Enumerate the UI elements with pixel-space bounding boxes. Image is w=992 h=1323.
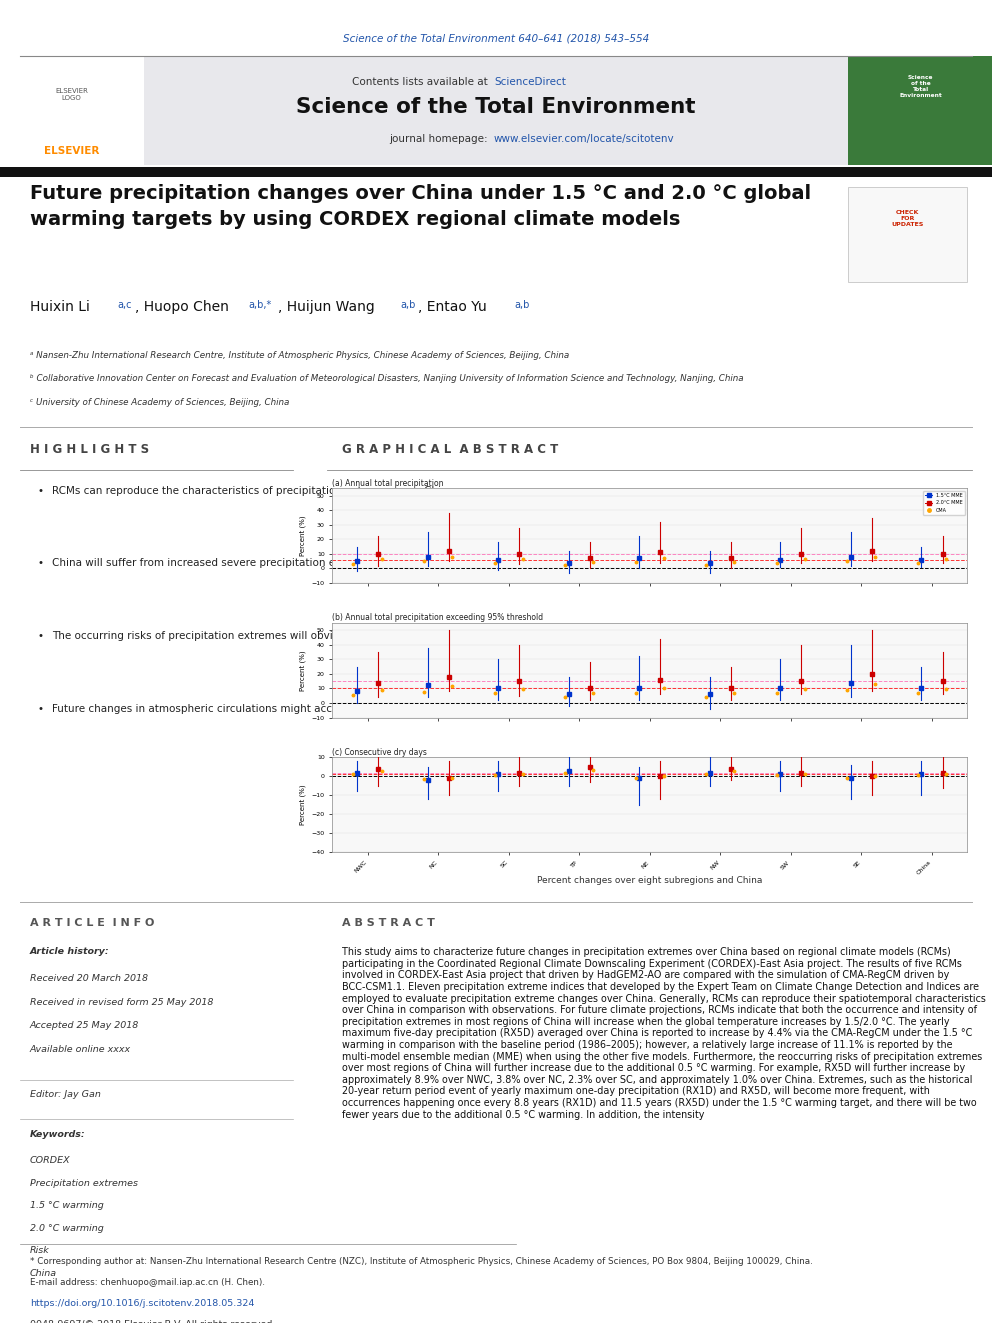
Text: Received in revised form 25 May 2018: Received in revised form 25 May 2018 [30,998,213,1007]
Bar [0,167,992,177]
Y-axis label: Percent (%): Percent (%) [300,516,307,556]
Text: Percent changes over eight subregions and China: Percent changes over eight subregions an… [537,876,763,885]
Text: , Huopo Chen: , Huopo Chen [135,300,233,315]
Bar [0,56,144,165]
Text: a,b,*: a,b,* [248,300,272,311]
Y-axis label: Percent (%): Percent (%) [300,785,306,826]
Text: CORDEX: CORDEX [30,1156,70,1166]
Text: Science of the Total Environment: Science of the Total Environment [297,97,695,116]
Text: •: • [38,704,44,714]
Text: Contents lists available at: Contents lists available at [352,77,491,87]
Bar [848,187,967,282]
Bar [144,56,848,165]
Text: https://doi.org/10.1016/j.scitotenv.2018.05.324: https://doi.org/10.1016/j.scitotenv.2018… [30,1299,254,1308]
Text: , Entao Yu: , Entao Yu [419,300,491,315]
Text: Keywords:: Keywords: [30,1130,85,1139]
Text: journal homepage:: journal homepage: [389,134,491,144]
Y-axis label: Percent (%): Percent (%) [300,650,307,691]
Text: ᵇ Collaborative Innovation Center on Forecast and Evaluation of Meteorological D: ᵇ Collaborative Innovation Center on For… [30,374,743,384]
Text: •: • [38,558,44,569]
Text: Risk: Risk [30,1246,50,1256]
Text: (b) Annual total precipitation exceeding 95% threshold: (b) Annual total precipitation exceeding… [332,613,544,622]
Text: Science of the Total Environment 640–641 (2018) 543–554: Science of the Total Environment 640–641… [343,33,649,44]
Text: 2.0 °C warming: 2.0 °C warming [30,1224,103,1233]
Text: Precipitation extremes: Precipitation extremes [30,1179,138,1188]
Text: This study aims to characterize future changes in precipitation extremes over Ch: This study aims to characterize future c… [342,947,986,1119]
Text: China: China [30,1269,57,1278]
Text: www.elsevier.com/locate/scitotenv: www.elsevier.com/locate/scitotenv [494,134,675,144]
Text: E-mail address: chenhuopo@mail.iap.ac.cn (H. Chen).: E-mail address: chenhuopo@mail.iap.ac.cn… [30,1278,265,1287]
Text: Science
of the
Total
Environment: Science of the Total Environment [899,75,942,98]
Text: H I G H L I G H T S: H I G H L I G H T S [30,443,149,456]
Text: China will suffer from increased severe precipitation extreme events at 1.5 °C a: China will suffer from increased severe … [52,558,673,569]
Text: ELSEVIER: ELSEVIER [44,146,99,156]
Text: •: • [38,631,44,642]
Text: The occurring risks of precipitation extremes will obviously increase across Chi: The occurring risks of precipitation ext… [52,631,674,642]
Text: Huixin Li: Huixin Li [30,300,94,315]
Text: Editor: Jay Gan: Editor: Jay Gan [30,1090,100,1099]
Text: CHECK
FOR
UPDATES: CHECK FOR UPDATES [892,210,924,228]
Text: G R A P H I C A L  A B S T R A C T: G R A P H I C A L A B S T R A C T [342,443,558,456]
Text: , Huijun Wang: , Huijun Wang [278,300,379,315]
Text: a,c: a,c [117,300,132,311]
Text: 0048-9697/© 2018 Elsevier B.V. All rights reserved.: 0048-9697/© 2018 Elsevier B.V. All right… [30,1320,275,1323]
Text: a,b: a,b [514,300,530,311]
Text: Received 20 March 2018: Received 20 March 2018 [30,974,148,983]
Text: ᶜ University of Chinese Academy of Sciences, Beijing, China: ᶜ University of Chinese Academy of Scien… [30,398,289,407]
Text: •: • [38,486,44,496]
Text: (c) Consecutive dry days: (c) Consecutive dry days [332,747,428,757]
Text: * Corresponding author at: Nansen-Zhu International Research Centre (NZC), Insti: * Corresponding author at: Nansen-Zhu In… [30,1257,812,1266]
Text: ELSEVIER
LOGO: ELSEVIER LOGO [55,89,88,101]
Text: A B S T R A C T: A B S T R A C T [342,918,435,929]
Text: a,b: a,b [401,300,416,311]
Text: (a) Annual total precipitation: (a) Annual total precipitation [332,479,443,488]
Text: RCMs can reproduce the characteristics of precipitation extremes over China.: RCMs can reproduce the characteristics o… [52,486,457,496]
Legend: 1.5°C MME, 2.0°C MME, CMA: 1.5°C MME, 2.0°C MME, CMA [923,491,965,515]
Text: Article history:: Article history: [30,947,109,957]
Text: Future changes in atmospheric circulations might account for the increased preci: Future changes in atmospheric circulatio… [52,704,643,714]
Text: Future precipitation changes over China under 1.5 °C and 2.0 °C global
warming t: Future precipitation changes over China … [30,184,810,229]
Text: ᵃ Nansen-Zhu International Research Centre, Institute of Atmospheric Physics, Ch: ᵃ Nansen-Zhu International Research Cent… [30,351,569,360]
Text: ScienceDirect: ScienceDirect [494,77,565,87]
Bar [848,56,992,165]
Text: A R T I C L E  I N F O: A R T I C L E I N F O [30,918,154,929]
Text: 1.5 °C warming: 1.5 °C warming [30,1201,103,1211]
Text: Available online xxxx: Available online xxxx [30,1045,131,1054]
Text: Accepted 25 May 2018: Accepted 25 May 2018 [30,1021,139,1031]
